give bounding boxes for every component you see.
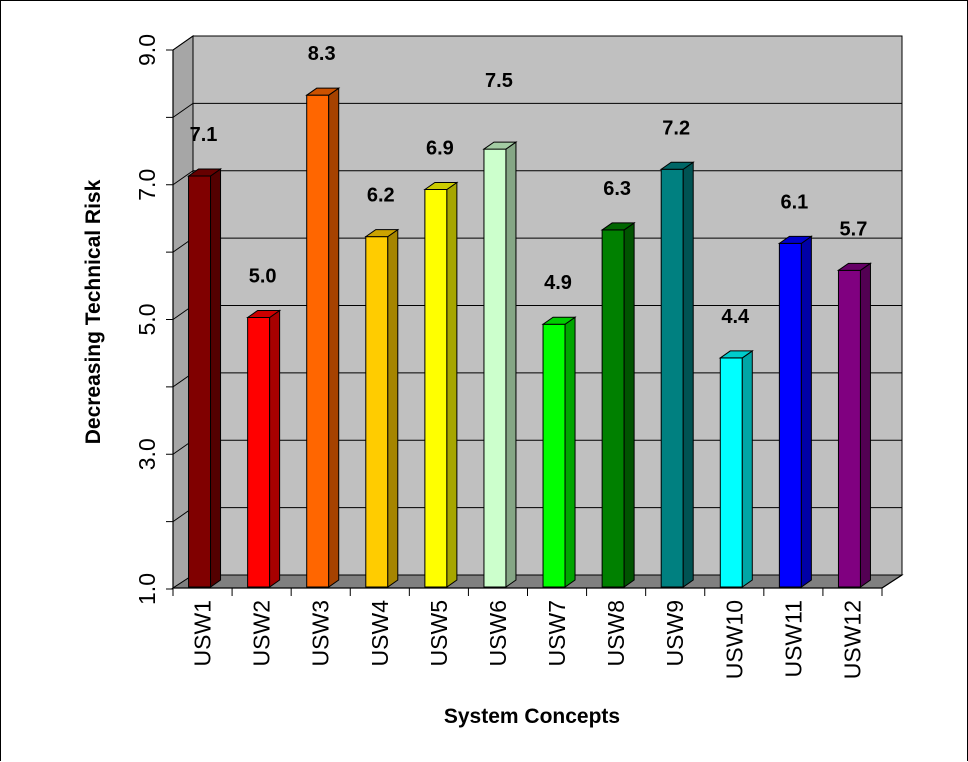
bar-side [623, 221, 635, 588]
x-tick-label: USW8 [603, 600, 629, 666]
x-tick-labels: USW1 USW2 USW3 USW4 USW5 USW6 USW7 USW8 USW9 USW1… [190, 600, 866, 679]
bar-top [718, 350, 754, 359]
bar [601, 229, 625, 588]
bar-side [564, 316, 576, 588]
gridline-side [172, 170, 194, 186]
bar-side [741, 349, 753, 588]
data-label: 6.3 [603, 178, 631, 200]
data-label: 7.2 [662, 117, 690, 139]
gridline-side [172, 35, 194, 51]
y-axis-title: Decreasing Technical Risk [82, 179, 105, 444]
bar-top [246, 310, 282, 318]
x-axis-title: System Concepts [444, 705, 620, 728]
x-tick-label: USW3 [308, 600, 334, 666]
data-label: 7.5 [485, 70, 513, 92]
y-tick-label: 1.0 [134, 573, 160, 605]
bar-side [505, 141, 517, 588]
data-label: 4.4 [721, 306, 750, 328]
bar-top [423, 181, 459, 190]
bar-top [541, 316, 577, 325]
x-tick-label: USW4 [367, 600, 393, 667]
bar-top [305, 87, 341, 96]
bar [188, 175, 212, 588]
data-label: 6.2 [367, 185, 395, 207]
bar-top [364, 229, 400, 238]
data-label: 7.1 [190, 124, 218, 146]
bar-top [659, 161, 695, 170]
data-label: 5.7 [840, 218, 868, 240]
bar [837, 269, 861, 588]
data-labels: 7.1 5.0 8.3 6.2 6.9 7.5 4.9 6.3 7.2 4.4 6.1 5.7 [190, 43, 868, 328]
bar-top [836, 262, 873, 271]
bar-side [328, 87, 340, 588]
bar [247, 317, 271, 588]
bar [719, 357, 743, 588]
data-label: 4.9 [544, 272, 572, 294]
x-tick-label: USW12 [839, 600, 865, 679]
x-tick-label: USW1 [190, 600, 216, 666]
x-tick-label: USW10 [721, 600, 747, 679]
bar-side [269, 309, 281, 588]
y-tick-label: 5.0 [134, 304, 160, 336]
x-tick-label: USW6 [485, 600, 511, 666]
x-tick-label: USW9 [662, 600, 688, 666]
bar [660, 168, 684, 588]
bar-side [800, 235, 812, 588]
bar [365, 236, 389, 588]
bar-top [777, 235, 813, 244]
axes [166, 49, 903, 596]
bar-top [482, 141, 518, 150]
x-tick-label: USW2 [249, 600, 275, 666]
bar-side [859, 262, 871, 588]
bars [186, 87, 873, 588]
bar-top [600, 222, 636, 231]
data-label: 6.1 [780, 191, 808, 213]
x-tick-label: USW11 [780, 600, 806, 678]
y-tick-labels: 1.0 3.0 5.0 7.0 9.0 [134, 34, 160, 605]
y-tick-label: 3.0 [134, 438, 160, 470]
y-tick-label: 7.0 [134, 169, 160, 201]
bar-top [186, 168, 223, 177]
bar [424, 188, 448, 588]
bar [306, 94, 330, 588]
bar [483, 148, 507, 588]
bar-side [446, 181, 458, 588]
x-tick-label: USW7 [544, 600, 570, 666]
x-tick-label: USW5 [426, 600, 452, 666]
data-label: 5.0 [249, 266, 277, 288]
x-axis-depth-line [881, 574, 903, 589]
data-label: 6.9 [426, 137, 454, 159]
bar-side [387, 228, 399, 588]
gridline-side [172, 102, 194, 118]
y-tick-label: 9.0 [134, 34, 160, 66]
bar-side [682, 161, 694, 588]
data-label: 8.3 [308, 43, 336, 65]
bar [778, 242, 802, 588]
bar [542, 323, 566, 588]
bar-side [210, 168, 222, 588]
